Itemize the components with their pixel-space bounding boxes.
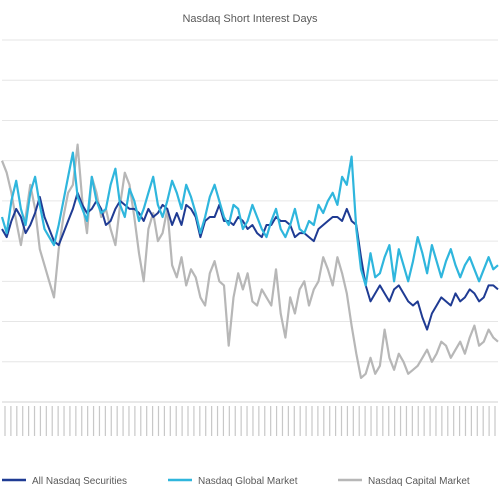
x-tick-label	[453, 406, 455, 436]
x-tick-label	[305, 406, 307, 436]
x-tick-label	[205, 406, 207, 436]
x-tick-label	[376, 406, 378, 436]
x-tick-label	[116, 406, 118, 436]
x-tick-label	[281, 406, 284, 436]
x-tick-label	[246, 406, 248, 436]
x-tick-label	[92, 406, 95, 436]
series-line-all-nasdaq-securities	[1, 191, 499, 331]
x-tick-label	[234, 406, 236, 436]
x-tick-label	[228, 406, 230, 436]
x-tick-label	[252, 406, 254, 436]
x-tick-label	[352, 406, 354, 436]
x-tick-label	[28, 406, 30, 436]
x-tick-label	[441, 406, 443, 436]
x-tick-label	[211, 406, 213, 436]
x-tick-label	[22, 406, 24, 436]
x-tick-label	[317, 406, 319, 436]
x-tick-label	[157, 406, 160, 436]
x-tick-label	[4, 406, 6, 436]
legend-label-global-market: Nasdaq Global Market	[198, 476, 298, 487]
x-tick-label	[470, 406, 472, 436]
x-tick-label	[482, 406, 484, 436]
x-tick-label	[494, 406, 496, 436]
x-tick-label	[146, 406, 148, 436]
x-tick-label	[199, 406, 201, 436]
x-tick-label	[140, 406, 142, 436]
x-tick-label	[128, 406, 130, 436]
x-tick-label	[33, 406, 36, 436]
series-line-nasdaq-global-market	[0, 151, 499, 287]
x-tick-label	[447, 406, 449, 436]
x-tick-label	[39, 406, 42, 436]
x-tick-label	[370, 406, 372, 436]
x-tick-label	[151, 406, 154, 436]
x-tick-label	[270, 406, 272, 436]
x-tick-label	[476, 406, 478, 436]
x-tick-label	[57, 406, 59, 436]
x-tick-label	[45, 406, 47, 436]
gridlines	[2, 39, 498, 403]
x-tick-label	[275, 406, 278, 436]
x-tick-label	[423, 406, 425, 436]
x-tick-label	[329, 406, 331, 436]
x-tick-label	[405, 406, 408, 436]
x-tick-label	[323, 406, 325, 436]
x-tick-label	[411, 406, 413, 436]
legend-label-capital-market: Nasdaq Capital Market	[368, 476, 470, 487]
x-tick-label	[98, 406, 101, 436]
x-axis-tick-labels	[4, 406, 496, 436]
x-tick-label	[488, 406, 490, 436]
x-tick-label	[193, 406, 195, 436]
x-tick-label	[16, 406, 18, 436]
x-tick-label	[175, 406, 177, 436]
legend-item-all-nasdaq: All Nasdaq Securities	[2, 476, 127, 487]
x-tick-label	[187, 406, 189, 436]
x-tick-label	[346, 406, 349, 436]
x-tick-label	[69, 406, 71, 436]
x-tick-label	[87, 406, 89, 436]
x-tick-label	[417, 406, 419, 436]
x-tick-label	[394, 406, 396, 436]
x-tick-label	[399, 406, 402, 436]
x-tick-label	[163, 406, 165, 436]
x-tick-label	[240, 406, 242, 436]
x-tick-label	[258, 406, 260, 436]
legend-label-all-nasdaq: All Nasdaq Securities	[32, 476, 127, 487]
x-tick-label	[382, 406, 384, 436]
legend-item-global-market: Nasdaq Global Market	[168, 476, 298, 487]
x-tick-label	[435, 406, 437, 436]
legend-item-capital-market: Nasdaq Capital Market	[338, 476, 470, 487]
x-tick-label	[63, 406, 65, 436]
x-tick-label	[340, 406, 343, 436]
series-lines	[0, 143, 499, 379]
x-tick-label	[364, 406, 366, 436]
x-tick-label	[181, 406, 183, 436]
x-tick-label	[81, 406, 83, 436]
x-tick-label	[458, 406, 461, 436]
x-tick-label	[287, 406, 289, 436]
x-tick-label	[358, 406, 360, 436]
x-tick-label	[311, 406, 313, 436]
x-tick-label	[122, 406, 124, 436]
x-tick-label	[110, 406, 112, 436]
x-tick-label	[10, 406, 12, 436]
x-tick-label	[264, 406, 266, 436]
x-tick-label	[216, 406, 219, 436]
x-tick-label	[51, 406, 53, 436]
x-tick-label	[169, 406, 171, 436]
x-tick-label	[388, 406, 390, 436]
x-tick-label	[75, 406, 77, 436]
x-tick-label	[222, 406, 225, 436]
x-tick-label	[293, 406, 295, 436]
x-tick-label	[429, 406, 431, 436]
x-tick-label	[335, 406, 337, 436]
x-tick-label	[464, 406, 467, 436]
chart-title: Nasdaq Short Interest Days	[182, 13, 318, 25]
x-tick-label	[299, 406, 301, 436]
x-tick-label	[104, 406, 106, 436]
x-tick-label	[134, 406, 136, 436]
legend: All Nasdaq Securities Nasdaq Global Mark…	[2, 476, 470, 487]
